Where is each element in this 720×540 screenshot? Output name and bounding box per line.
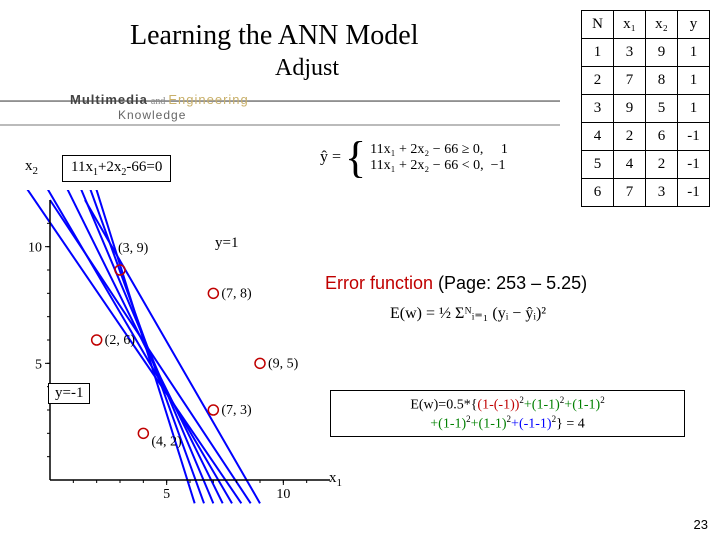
table-header: y bbox=[678, 11, 710, 39]
slide-subtitle: Adjust bbox=[275, 55, 339, 82]
table-cell: 2 bbox=[646, 151, 678, 179]
logo-mm: Multimedia bbox=[70, 92, 148, 107]
table-cell: 3 bbox=[614, 39, 646, 67]
table-row: 2781 bbox=[582, 67, 710, 95]
x-axis-label: x1 bbox=[329, 470, 342, 489]
svg-text:10: 10 bbox=[276, 487, 290, 502]
table-cell: 2 bbox=[614, 123, 646, 151]
svg-text:(9, 5): (9, 5) bbox=[268, 356, 299, 371]
table-cell: 2 bbox=[582, 67, 614, 95]
svg-text:5: 5 bbox=[163, 487, 170, 502]
slide-title: Learning the ANN Model bbox=[130, 20, 419, 52]
table-cell: 1 bbox=[582, 39, 614, 67]
svg-text:(4, 2): (4, 2) bbox=[151, 434, 182, 449]
table-header: x₂ bbox=[646, 11, 678, 39]
svg-text:(7, 8): (7, 8) bbox=[221, 286, 252, 301]
table-cell: 1 bbox=[678, 95, 710, 123]
table-header: N bbox=[582, 11, 614, 39]
piecewise-formula: ŷ = { 11x₁ + 2x₂ − 66 ≥ 0, 1 11x₁ + 2x₂… bbox=[320, 140, 580, 175]
logo-band: Multimedia and Engineering Knowledge bbox=[70, 92, 390, 124]
class-label-neg: y=-1 bbox=[48, 383, 90, 404]
table-cell: 6 bbox=[646, 123, 678, 151]
divider-bottom bbox=[0, 124, 560, 126]
svg-text:(3, 9): (3, 9) bbox=[118, 241, 149, 256]
table-row: 426-1 bbox=[582, 123, 710, 151]
table-header: x₁ bbox=[614, 11, 646, 39]
logo-eng: Engineering bbox=[168, 92, 248, 107]
svg-text:(7, 3): (7, 3) bbox=[221, 403, 252, 418]
logo-kn: Knowledge bbox=[118, 108, 186, 122]
slide-number: 23 bbox=[694, 517, 708, 532]
table-cell: 6 bbox=[582, 179, 614, 207]
svg-text:10: 10 bbox=[28, 241, 42, 256]
table-cell: 4 bbox=[582, 123, 614, 151]
svg-text:5: 5 bbox=[35, 357, 42, 372]
table-cell: -1 bbox=[678, 151, 710, 179]
y-axis-label: x2 bbox=[25, 158, 38, 177]
scatter-chart: 5 10 5 10 (3, 9) (7, 8) (2, 6) (9, 5) (7, 3) (4, … bbox=[20, 190, 350, 510]
table-row: 542-1 bbox=[582, 151, 710, 179]
table-cell: 3 bbox=[582, 95, 614, 123]
svg-text:(2, 6): (2, 6) bbox=[105, 333, 136, 348]
table-row: 1391 bbox=[582, 39, 710, 67]
table-cell: -1 bbox=[678, 123, 710, 151]
table-cell: 1 bbox=[678, 67, 710, 95]
piecewise-row1: 11x₁ + 2x₂ − 66 ≥ 0, 1 bbox=[370, 142, 508, 157]
table-row: 673-1 bbox=[582, 179, 710, 207]
line-equation-box: 11x1+2x2-66=0 bbox=[62, 155, 171, 182]
piecewise-row2: 11x₁ + 2x₂ − 66 < 0, −1 bbox=[370, 158, 505, 173]
table-cell: 7 bbox=[614, 179, 646, 207]
logo-and: and bbox=[151, 96, 165, 107]
data-table: Nx₁x₂y 139127813951426-1542-1673-1 bbox=[581, 10, 710, 207]
class-label-pos: y=1 bbox=[215, 235, 238, 252]
table-cell: 9 bbox=[614, 95, 646, 123]
table-cell: 5 bbox=[646, 95, 678, 123]
error-function-title: Error function (Page: 253 – 5.25) bbox=[325, 273, 587, 294]
table-cell: 5 bbox=[582, 151, 614, 179]
table-cell: -1 bbox=[678, 179, 710, 207]
table-cell: 1 bbox=[678, 39, 710, 67]
table-cell: 8 bbox=[646, 67, 678, 95]
table-cell: 4 bbox=[614, 151, 646, 179]
error-function-formula: E(w) = ½ Σᴺᵢ₌₁ (yᵢ − ŷᵢ)² bbox=[390, 303, 546, 323]
table-cell: 9 bbox=[646, 39, 678, 67]
error-computation-box: E(w)=0.5*{(1-(-1))2+(1-1)2+(1-1)2 +(1-1)… bbox=[330, 390, 685, 437]
table-row: 3951 bbox=[582, 95, 710, 123]
table-cell: 3 bbox=[646, 179, 678, 207]
table-cell: 7 bbox=[614, 67, 646, 95]
